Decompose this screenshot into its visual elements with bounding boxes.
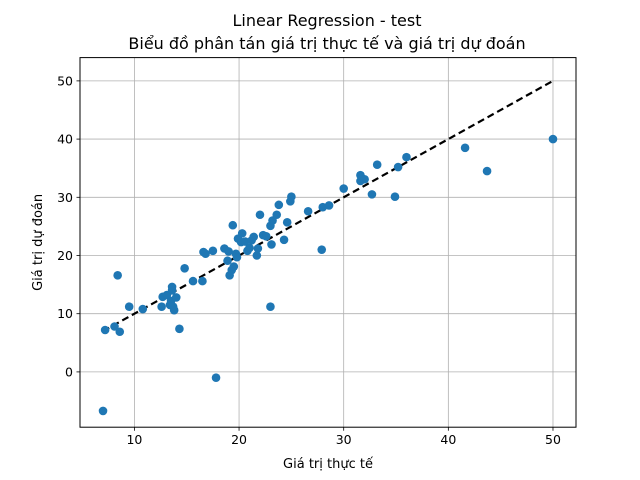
scatter-point xyxy=(138,304,148,314)
scatter-point xyxy=(98,406,108,416)
scatter-point xyxy=(279,235,289,245)
scatter-point xyxy=(175,324,184,334)
scatter-point xyxy=(245,243,254,253)
scatter-point xyxy=(198,276,207,286)
scatter-point xyxy=(228,220,238,230)
scatter-point xyxy=(272,210,282,220)
scatter-point xyxy=(274,200,284,210)
scatter-point xyxy=(261,231,271,241)
scatter-point xyxy=(317,245,327,254)
scatter-point xyxy=(113,270,122,280)
scatter-point xyxy=(201,249,210,259)
scatter-point xyxy=(211,373,221,383)
y-tick-label: 40 xyxy=(57,132,73,147)
scatter-point xyxy=(548,134,558,144)
scatter-point xyxy=(237,229,247,238)
x-tick-label: 40 xyxy=(440,432,456,447)
scatter-point xyxy=(115,327,125,337)
grid-layer xyxy=(80,57,576,428)
scatter-point xyxy=(224,247,233,256)
scatter-point xyxy=(282,218,292,227)
scatter-point xyxy=(157,302,166,312)
scatter-point xyxy=(253,244,263,253)
plot-frame xyxy=(79,57,577,428)
scatter-point xyxy=(100,325,110,335)
scatter-point xyxy=(324,201,334,210)
chart-title: Linear Regression - test xyxy=(233,11,422,30)
x-tick-label: 50 xyxy=(545,432,561,447)
x-tick-label: 20 xyxy=(231,432,247,447)
y-tick-label: 0 xyxy=(65,364,73,379)
scatter-point xyxy=(252,251,262,260)
y-tick-label: 30 xyxy=(57,190,73,205)
scatter-point xyxy=(188,276,198,286)
x-axis-label: Giá trị thực tế xyxy=(283,457,373,472)
scatter-point xyxy=(482,166,492,176)
scatter-point xyxy=(124,302,134,312)
x-tick-label: 30 xyxy=(336,432,352,447)
scatter-point xyxy=(266,302,275,312)
scatter-point xyxy=(229,262,239,271)
x-tick-label: 10 xyxy=(126,432,142,447)
scatter-point xyxy=(267,240,276,249)
y-axis-label: Giá trị dự đoán xyxy=(31,194,46,291)
scatter-point xyxy=(367,190,377,199)
scatter-point xyxy=(393,162,403,172)
scatter-point xyxy=(339,184,348,193)
ticks-layer: 10 20 30 40 50 0 10 20 30 40 50 xyxy=(57,73,561,447)
scatter-point xyxy=(208,246,218,256)
scatter-point xyxy=(110,322,119,331)
y-tick-label: 50 xyxy=(57,73,73,88)
scatter-point xyxy=(232,252,242,262)
scatter-point xyxy=(402,152,411,162)
scatter-point xyxy=(303,206,313,216)
scatter-point xyxy=(372,160,382,169)
y-tick-label: 10 xyxy=(57,306,73,321)
scatter-point xyxy=(360,174,369,184)
scatter-point xyxy=(255,210,265,220)
chart-subtitle: Biểu đồ phân tán giá trị thực tế và giá … xyxy=(128,34,525,53)
scatter-point xyxy=(171,293,181,302)
points-layer xyxy=(98,134,558,416)
scatter-point xyxy=(169,305,179,315)
scatter-point xyxy=(460,143,470,153)
scatter-point xyxy=(180,264,189,273)
y-tick-label: 20 xyxy=(57,248,73,263)
scatter-point xyxy=(287,192,296,202)
scatter-point xyxy=(390,192,400,202)
scatter-point xyxy=(167,282,177,292)
scatter-point xyxy=(249,232,259,242)
scatter-point xyxy=(223,256,232,266)
